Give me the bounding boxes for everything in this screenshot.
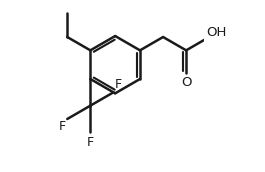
Text: F: F: [115, 78, 122, 91]
Text: O: O: [181, 76, 191, 89]
Text: OH: OH: [206, 26, 226, 39]
Text: F: F: [59, 120, 66, 133]
Text: F: F: [87, 136, 94, 149]
